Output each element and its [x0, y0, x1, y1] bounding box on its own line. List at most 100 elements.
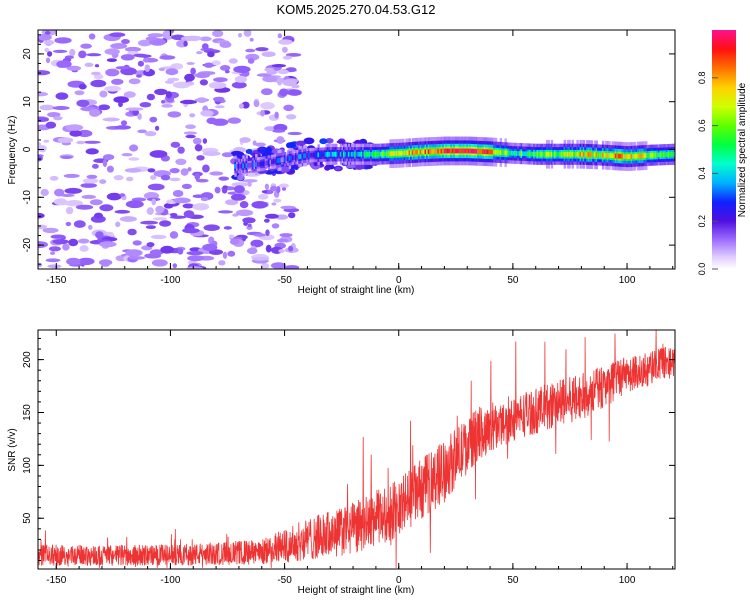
noise-speckle — [118, 101, 123, 108]
signal-band-cell — [576, 151, 579, 157]
signal-band-cell — [656, 152, 659, 158]
noise-speckle — [64, 187, 82, 194]
signal-band-cell — [544, 151, 547, 157]
signal-band-cell — [376, 151, 379, 157]
signal-band-cell — [566, 151, 570, 157]
noise-speckle — [161, 100, 166, 104]
x-tick-label: 0 — [396, 575, 402, 586]
signal-band-cell — [349, 151, 352, 157]
noise-speckle — [196, 51, 203, 55]
signal-band-cell — [478, 149, 482, 154]
signal-band-cell — [315, 152, 319, 158]
signal-band-cell — [632, 153, 635, 159]
noise-speckle — [253, 233, 266, 237]
noise-speckle — [128, 78, 141, 85]
noise-speckle — [115, 66, 130, 70]
signal-band-cell — [515, 151, 519, 156]
signal-band-cell — [379, 151, 383, 157]
noise-speckle — [98, 259, 113, 266]
noise-speckle — [147, 168, 156, 173]
signal-band-cell — [341, 151, 344, 157]
signal-band-cell — [277, 158, 280, 163]
noise-speckle — [139, 102, 152, 108]
noise-speckle — [152, 217, 167, 221]
noise-speckle — [45, 57, 51, 64]
signal-band-cell — [510, 150, 514, 156]
signal-band-cell — [498, 150, 501, 155]
noise-speckle — [184, 73, 195, 82]
signal-band-cell — [290, 155, 293, 161]
signal-band-cell — [256, 161, 260, 167]
noise-speckle — [52, 239, 69, 245]
noise-speckle — [47, 264, 62, 269]
signal-band-cell — [584, 152, 587, 157]
signal-band-cell — [458, 148, 461, 154]
signal-band-cell — [347, 151, 351, 157]
signal-band-cell — [501, 150, 504, 155]
noise-speckle — [169, 213, 178, 217]
noise-speckle — [106, 192, 122, 201]
colorbar: 0.0 0.2 0.4 0.6 0.8 Normalized spectral ampl… — [697, 30, 748, 275]
signal-band-cell — [483, 149, 487, 155]
colorbar-tick-label: 0.6 — [697, 119, 707, 132]
snr-panel: -150 -100 -50 0 50 100 50 100 150 200 Height of s… — [7, 329, 676, 596]
noise-speckle — [94, 212, 103, 219]
noise-speckle — [245, 48, 256, 53]
noise-speckle — [285, 53, 302, 57]
signal-band-cell — [609, 153, 613, 158]
signal-band-cell — [530, 151, 533, 157]
onset-blob — [266, 146, 272, 154]
noise-speckle — [159, 220, 172, 227]
noise-speckle — [102, 159, 108, 168]
noise-speckle — [203, 49, 221, 54]
noise-speckle — [128, 157, 140, 161]
signal-band-cell — [368, 151, 371, 157]
noise-speckle — [278, 39, 293, 45]
noise-speckle — [86, 174, 98, 179]
noise-speckle — [182, 203, 195, 209]
signal-band-cell — [443, 148, 447, 154]
signal-band-cell — [430, 149, 434, 154]
noise-speckle — [288, 245, 294, 252]
noise-speckle — [60, 155, 73, 159]
signal-band-cell — [402, 150, 405, 156]
noise-speckle — [66, 257, 81, 266]
signal-band-cell — [486, 149, 490, 155]
noise-speckle — [282, 55, 292, 60]
noise-speckle — [90, 79, 107, 88]
noise-speckle — [113, 175, 124, 181]
noise-speckle — [186, 62, 195, 65]
noise-speckle — [56, 60, 72, 68]
signal-band-cell — [611, 153, 614, 159]
noise-speckle — [146, 208, 153, 214]
signal-band-cell — [338, 151, 341, 157]
noise-speckle — [104, 85, 122, 92]
noise-speckle — [218, 210, 233, 214]
signal-band-cell — [335, 151, 338, 157]
signal-band-cell — [259, 161, 263, 167]
noise-speckle — [55, 92, 69, 100]
noise-speckle — [78, 238, 90, 244]
signal-band-cell — [616, 153, 619, 159]
x-tick-label: 50 — [507, 275, 519, 286]
snr-series-line — [38, 330, 675, 568]
noise-speckle — [57, 137, 74, 143]
noise-speckle — [184, 35, 202, 41]
signal-band-cell — [267, 160, 271, 165]
signal-band-cell — [523, 151, 527, 157]
signal-band-cell — [320, 152, 324, 158]
signal-band-cell — [648, 152, 651, 158]
noise-speckle — [202, 138, 208, 144]
noise-speckle — [38, 145, 47, 153]
signal-band-cell — [448, 148, 451, 154]
noise-speckle — [169, 231, 179, 239]
signal-band-cell — [275, 158, 279, 164]
noise-speckle — [109, 32, 126, 37]
noise-speckle — [250, 239, 264, 248]
noise-speckle — [274, 111, 279, 119]
signal-band-cell — [251, 162, 255, 168]
signal-band-cell — [629, 154, 632, 159]
signal-band-cell — [357, 151, 360, 157]
y-tick-label: -10 — [22, 190, 33, 205]
